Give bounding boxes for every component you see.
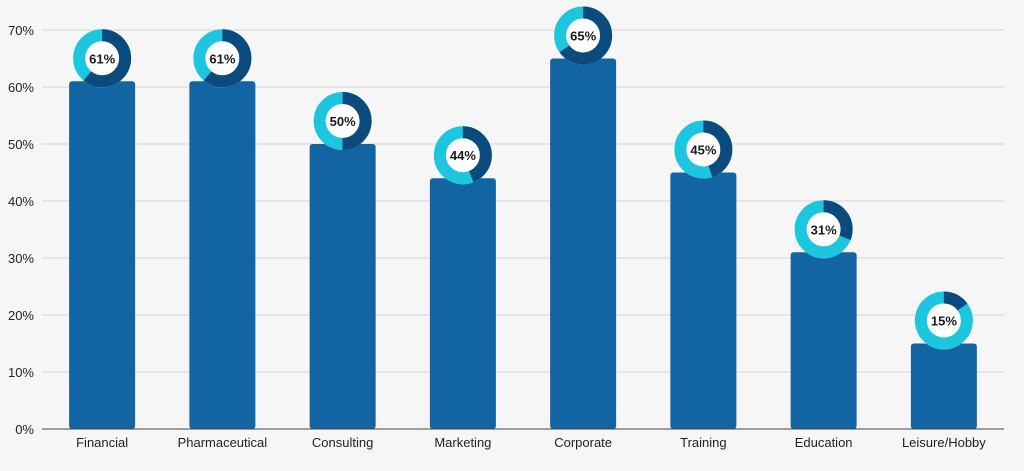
value-donut: 50%: [313, 92, 372, 150]
y-tick-label: 10%: [8, 365, 34, 380]
bars: [69, 58, 977, 430]
x-category-label: Corporate: [554, 435, 612, 450]
y-tick-label: 50%: [8, 137, 34, 152]
y-tick-label: 20%: [8, 308, 34, 323]
y-tick-label: 40%: [8, 194, 34, 209]
donut-ring-filled: [313, 92, 372, 150]
x-category-label: Consulting: [312, 435, 373, 450]
bar-pharmaceutical: [189, 81, 256, 430]
x-category-label: Education: [795, 435, 853, 450]
value-donut: 65%: [554, 6, 613, 65]
bar-leisure-hobby: [910, 343, 977, 429]
bar-marketing: [429, 178, 496, 429]
y-tick-label: 0%: [15, 422, 34, 437]
donut-ring-filled: [674, 120, 733, 179]
y-tick-label: 70%: [8, 23, 34, 38]
bar-education: [790, 252, 857, 429]
x-category-label: Training: [680, 435, 726, 450]
data-label: 61%: [209, 51, 235, 66]
x-category-label: Financial: [76, 435, 128, 450]
data-label: 65%: [570, 29, 596, 44]
value-donut: 31%: [794, 200, 853, 259]
x-category-label: Marketing: [434, 435, 491, 450]
data-label: 50%: [330, 114, 356, 129]
bar-corporate: [550, 58, 617, 429]
bar-training: [670, 172, 737, 429]
x-axis-category-labels: Financial Pharmaceutical Consulting Marketi…: [76, 435, 986, 450]
value-donut: 15%: [914, 291, 973, 350]
value-donut: 61%: [193, 29, 252, 88]
value-donut: 45%: [674, 120, 733, 179]
x-category-label: Pharmaceutical: [178, 435, 268, 450]
data-label: 31%: [811, 222, 837, 237]
y-tick-label: 60%: [8, 80, 34, 95]
donut-ring-filled: [554, 6, 613, 65]
data-label: 15%: [931, 314, 957, 329]
donut-ring-filled: [193, 29, 252, 88]
data-label: 61%: [89, 51, 115, 66]
y-tick-label: 30%: [8, 251, 34, 266]
donut-ring-filled: [914, 291, 973, 350]
y-axis-tick-labels: 0% 10% 20% 30% 40% 50% 60% 70%: [8, 23, 34, 437]
value-donut: 61%: [73, 29, 132, 88]
x-category-label: Leisure/Hobby: [902, 435, 986, 450]
data-label: 45%: [690, 143, 716, 158]
value-donut: 44%: [433, 126, 492, 185]
bar-financial: [69, 81, 136, 430]
bar-consulting: [309, 144, 376, 429]
data-label: 44%: [450, 148, 476, 163]
donut-ring-filled: [794, 200, 853, 259]
grid-lines: [42, 29, 1004, 373]
donut-ring-filled: [433, 126, 492, 185]
donut-ring-filled: [73, 29, 132, 88]
value-donuts: 61% 61% 50% 44% 65% 45% 31% 15%: [73, 6, 973, 350]
